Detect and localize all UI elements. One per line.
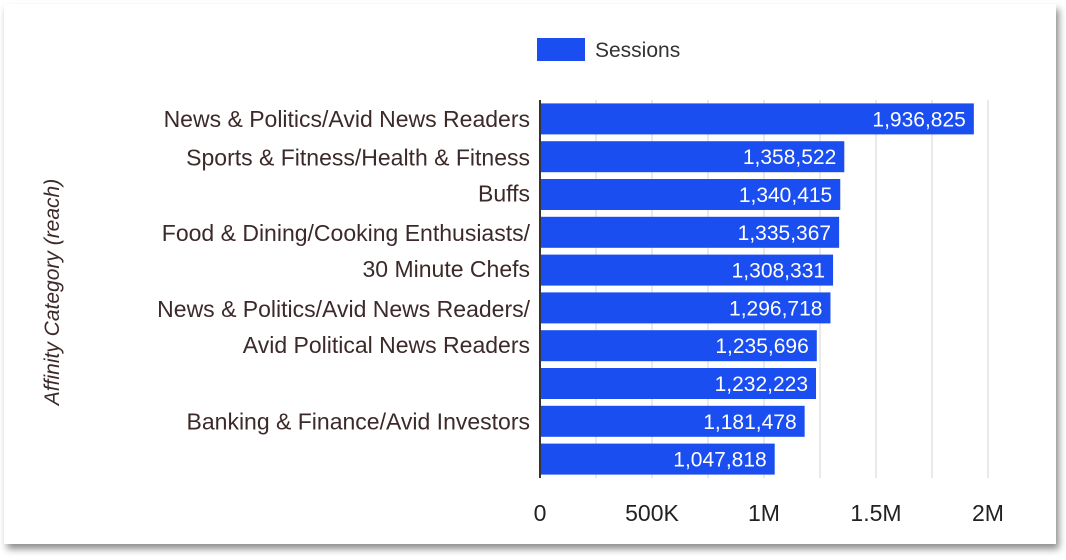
category-label: Sports & Fitness/Health & Fitness Buffs: [186, 145, 530, 207]
bar-value-label: 1,335,367: [738, 222, 831, 245]
bar: [541, 254, 834, 286]
bar-value-label: 1,308,331: [732, 260, 825, 283]
bar: [541, 292, 831, 324]
legend-label: Sessions: [595, 39, 680, 62]
category-label: Food & Dining/Cooking Enthusiasts/30 Min…: [162, 220, 531, 282]
bar: [541, 103, 974, 135]
bar-value-label: 1,936,825: [872, 108, 965, 131]
x-tick-label: 0: [534, 500, 547, 526]
legend-swatch: [537, 38, 585, 61]
bar-value-label: 1,047,818: [673, 449, 766, 472]
category-label: Banking & Finance/Avid Investors: [187, 408, 530, 434]
bar-value-label: 1,340,415: [739, 184, 832, 207]
x-tick-label: 2M: [972, 500, 1004, 526]
bar-value-label: 1,181,478: [703, 411, 796, 434]
bar: [541, 405, 805, 437]
x-tick-label: 500K: [625, 500, 679, 526]
x-tick-label: 1.5M: [850, 500, 901, 526]
chart-frame: [4, 4, 1056, 544]
bar: [541, 330, 817, 362]
category-label: News & Politics/Avid News Readers: [164, 106, 530, 132]
x-tick-label: 1M: [748, 500, 780, 526]
y-axis-title: Affinity Category (reach): [41, 179, 64, 407]
legend: Sessions: [537, 38, 680, 62]
bar-value-label: 1,235,696: [715, 335, 808, 358]
bar: [541, 443, 775, 475]
bar-value-label: 1,358,522: [743, 146, 836, 169]
bar: [541, 179, 841, 210]
bar: [541, 368, 817, 399]
bar: [541, 141, 845, 173]
category-label: News & Politics/Avid News Readers/Avid P…: [157, 296, 530, 358]
bar: [541, 216, 840, 248]
bar-value-label: 1,232,223: [715, 373, 808, 396]
bar-value-label: 1,296,718: [729, 297, 822, 320]
